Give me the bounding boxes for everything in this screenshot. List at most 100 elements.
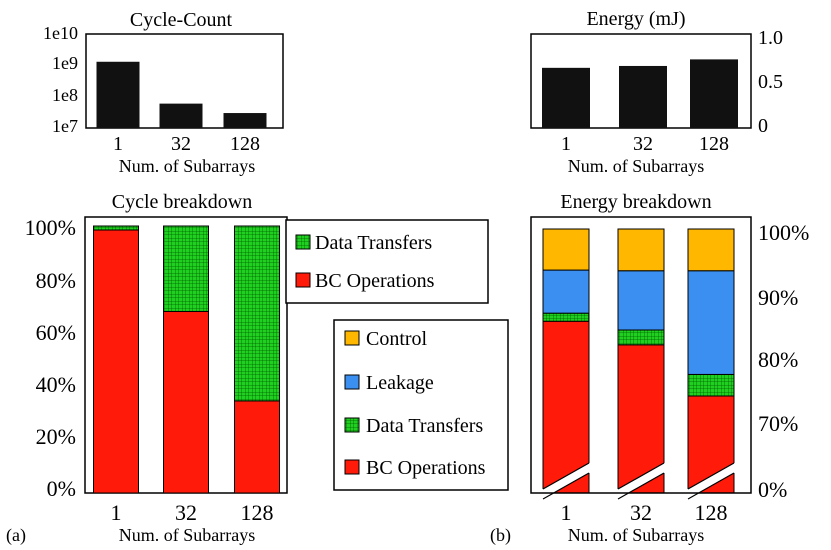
legend-swatch-leakage: [344, 374, 360, 390]
energy-breakdown-x-ticks: 1 32 128: [561, 500, 728, 525]
panel-label-b: (b): [490, 525, 511, 546]
energy-breakdown-xtick: 1: [561, 500, 572, 525]
energy-breakdown-axis-break-line: [542, 472, 590, 500]
energy-breakdown-control-32: [617, 228, 665, 272]
cycle-breakdown-data-transfers-1: [93, 225, 139, 231]
energy-xtick: 32: [633, 133, 653, 155]
cycle-breakdown-legend-box: [285, 219, 489, 304]
cycle-count-y-ticks: 1e10 1e9 1e8 1e7: [43, 23, 78, 136]
cycle-breakdown-bc-operations-128: [234, 400, 280, 494]
cycle-breakdown-ytick: 80%: [36, 268, 76, 293]
cycle-count-xlabel: Num. of Subarrays: [119, 156, 255, 176]
cycle-breakdown-title: Cycle breakdown: [112, 191, 253, 213]
energy-breakdown-axis-break-line: [687, 462, 735, 490]
energy-ytick: 0: [758, 115, 768, 137]
cycle-count-ytick: 1e7: [52, 116, 78, 136]
energy-breakdown-axis-break-1: [541, 462, 591, 500]
energy-breakdown-xtick: 32: [630, 500, 652, 525]
legend-label-bc-operations: BC Operations: [366, 457, 486, 479]
cycle-breakdown-xtick: 1: [111, 500, 122, 525]
energy-ytick: 1.0: [758, 27, 783, 49]
energy-ytick: 0.5: [758, 71, 783, 93]
cycle-breakdown-bc-operations-32: [163, 310, 209, 494]
energy-bar-128: [690, 59, 738, 128]
energy-breakdown-bars: [541, 228, 736, 500]
cycle-count-title: Cycle-Count: [130, 9, 233, 31]
cycle-count-xtick: 32: [171, 133, 191, 155]
energy-breakdown-axis-break-line: [617, 472, 665, 500]
cycle-count-x-ticks: 1 32 128: [113, 133, 260, 155]
cycle-count-bar-32: [159, 103, 203, 128]
energy-breakdown-title: Energy breakdown: [560, 191, 711, 213]
energy-breakdown-legend-box: [333, 319, 509, 491]
energy-bar-32: [619, 65, 667, 128]
legend-label-bc-operations: BC Operations: [315, 270, 435, 292]
energy-breakdown-control-128: [687, 228, 735, 272]
cycle-breakdown-y-ticks: 100% 80% 60% 40% 20% 0%: [25, 215, 76, 501]
legend-label-data-transfers: Data Transfers: [366, 415, 483, 437]
cycle-count-bar-1: [96, 61, 140, 128]
energy-breakdown-ytick: 70%: [758, 411, 798, 436]
cycle-count-ytick: 1e9: [52, 53, 78, 73]
cycle-breakdown-ytick: 0%: [47, 476, 76, 501]
cycle-breakdown-ytick: 20%: [36, 424, 76, 449]
cycle-count-ytick: 1e10: [43, 23, 78, 43]
energy-breakdown-data-transfers-32: [617, 329, 665, 346]
energy-xtick: 1: [561, 133, 571, 155]
legend-swatch-bc-operations: [295, 272, 311, 288]
energy-bar-1: [542, 67, 590, 128]
energy-breakdown-frame: [530, 216, 752, 494]
energy-breakdown-axis-break-line: [542, 462, 590, 490]
energy-breakdown-axis-break-line: [617, 462, 665, 490]
energy-bars: [542, 59, 738, 128]
cycle-breakdown-legend: Data Transfers BC Operations: [285, 219, 489, 304]
energy-breakdown-xlabel: Num. of Subarrays: [568, 525, 704, 545]
energy-breakdown-ytick: 80%: [758, 347, 798, 372]
cycle-count-bars: [96, 61, 267, 128]
legend-label-data-transfers: Data Transfers: [315, 232, 432, 254]
energy-breakdown-ytick: 0%: [758, 477, 787, 502]
energy-xtick: 128: [699, 133, 729, 155]
cycle-count-xtick: 128: [230, 133, 260, 155]
cycle-breakdown-x-ticks: 1 32 128: [111, 500, 274, 525]
cycle-breakdown-xtick: 32: [175, 500, 197, 525]
cycle-breakdown-ytick: 40%: [36, 372, 76, 397]
energy-breakdown-leakage-32: [617, 270, 665, 331]
legend-swatch-control: [344, 330, 360, 346]
energy-xlabel: Num. of Subarrays: [568, 156, 704, 176]
cycle-breakdown-bc-operations-1: [93, 229, 139, 494]
energy-breakdown-data-transfers-128: [687, 373, 735, 397]
legend-label-control: Control: [366, 328, 428, 350]
energy-breakdown-data-transfers-1: [542, 312, 590, 322]
legend-swatch-bc-operations: [344, 459, 360, 475]
energy-breakdown-axis-break-128: [686, 462, 736, 500]
energy-breakdown-control-1: [542, 228, 590, 271]
legend-label-leakage: Leakage: [366, 372, 434, 394]
cycle-breakdown-bars: [93, 225, 280, 494]
cycle-breakdown-chart: Cycle breakdown 100% 80% 60% 40% 20% 0% …: [6, 191, 489, 546]
energy-y-ticks: 1.0 0.5 0: [758, 27, 783, 137]
energy-title: Energy (mJ): [586, 8, 685, 30]
legend-swatch-data-transfers: [295, 234, 311, 250]
energy-breakdown-y-ticks: 100% 90% 80% 70% 0%: [758, 220, 809, 502]
energy-breakdown-xtick: 128: [695, 500, 728, 525]
energy-breakdown-leakage-128: [687, 270, 735, 375]
cycle-count-bar-128: [223, 113, 267, 128]
legend-swatch-data-transfers: [344, 417, 360, 433]
cycle-breakdown-data-transfers-128: [234, 225, 280, 402]
cycle-count-ytick: 1e8: [52, 85, 78, 105]
energy-breakdown-ytick: 100%: [758, 220, 809, 245]
energy-breakdown-chart: Energy breakdown 100% 90% 80% 70% 0% 1 3…: [333, 191, 809, 546]
cycle-breakdown-data-transfers-32: [163, 225, 209, 312]
energy-breakdown-axis-break-32: [616, 462, 666, 500]
cycle-count-xtick: 1: [113, 133, 123, 155]
energy-breakdown-ytick: 90%: [758, 285, 798, 310]
energy-breakdown-leakage-1: [542, 269, 590, 314]
energy-x-ticks: 1 32 128: [561, 133, 729, 155]
cycle-breakdown-ytick: 100%: [25, 215, 76, 240]
cycle-breakdown-xlabel: Num. of Subarrays: [119, 525, 255, 545]
cycle-breakdown-ytick: 60%: [36, 320, 76, 345]
energy-chart: Energy (mJ) 1.0 0.5 0 1 32 128 Num. of S…: [530, 8, 783, 176]
energy-breakdown-axis-break-line: [687, 472, 735, 500]
